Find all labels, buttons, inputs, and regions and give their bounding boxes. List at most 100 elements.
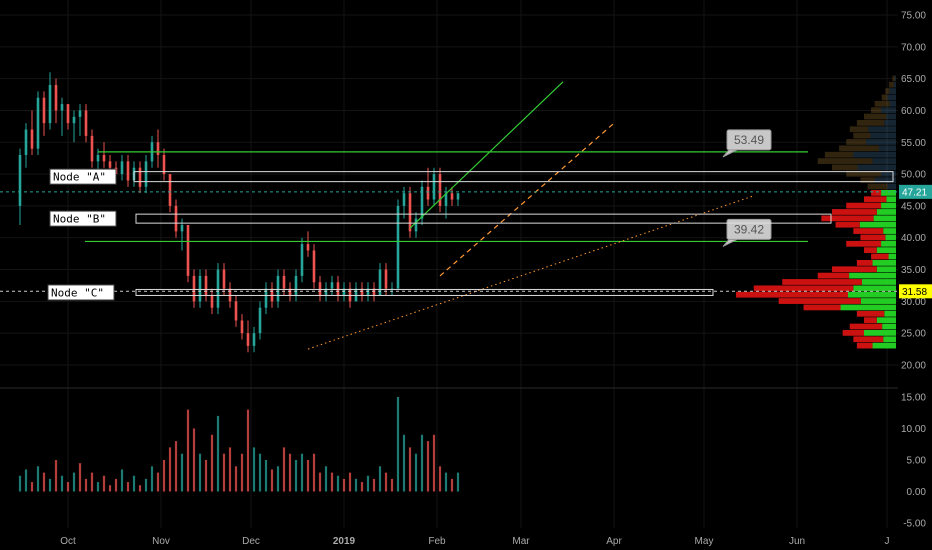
volume-bar bbox=[156, 472, 160, 492]
profile-bar-up bbox=[861, 279, 896, 285]
volume-bar bbox=[438, 466, 442, 492]
profile-bar-up bbox=[894, 75, 896, 82]
callout-label: 39.42 bbox=[734, 222, 764, 236]
candle-body bbox=[294, 275, 298, 295]
volume-profile bbox=[736, 75, 896, 349]
profile-bar-down bbox=[864, 196, 887, 203]
profile-bar-down bbox=[874, 100, 890, 107]
profile-bar-up bbox=[872, 342, 896, 349]
profile-bar-down bbox=[871, 190, 882, 196]
volume-bar bbox=[348, 472, 352, 492]
volume-bar bbox=[72, 472, 76, 492]
volume-bar bbox=[456, 472, 460, 492]
axes: 75.00 70.00 65.00 60.00 55.00 50.00 45.00 40.00… bbox=[60, 11, 932, 547]
node-box bbox=[133, 171, 894, 183]
candle-body bbox=[162, 155, 166, 175]
volume-tick-label: 5.00 bbox=[907, 456, 927, 467]
profile-bar-up bbox=[889, 88, 896, 94]
profile-bar-down bbox=[871, 107, 882, 114]
node-label: Node "A" bbox=[53, 171, 106, 184]
volume-bar bbox=[18, 475, 22, 492]
candle-body bbox=[432, 174, 436, 200]
volume-bar bbox=[276, 466, 280, 492]
volume-bar bbox=[192, 428, 196, 492]
volume-bar bbox=[150, 466, 154, 492]
volume-bar bbox=[432, 434, 436, 492]
volume-bar bbox=[36, 466, 40, 492]
profile-bar-down bbox=[824, 151, 854, 158]
volume-bar bbox=[372, 478, 376, 492]
profile-bar-up bbox=[883, 228, 896, 234]
node-box bbox=[135, 288, 714, 296]
volume-bar bbox=[60, 475, 64, 492]
volume-bar bbox=[54, 460, 58, 492]
profile-bar-down bbox=[856, 310, 885, 317]
candle-body bbox=[378, 269, 382, 295]
time-tick-label: Oct bbox=[60, 536, 76, 547]
profile-bar-down bbox=[778, 298, 861, 304]
volume-bar bbox=[396, 397, 400, 492]
volume-bar bbox=[300, 453, 304, 492]
candle-body bbox=[144, 161, 148, 187]
profile-bar-up bbox=[840, 304, 896, 311]
profile-bar-up bbox=[876, 209, 896, 215]
candle-body bbox=[306, 244, 310, 251]
profile-bar-down bbox=[881, 94, 888, 101]
candle-body bbox=[126, 161, 130, 181]
volume-bar bbox=[78, 463, 82, 492]
candle-body bbox=[198, 275, 202, 302]
trend-line-dotted bbox=[307, 195, 753, 350]
profile-bar-down bbox=[817, 272, 850, 279]
profile-bar-up bbox=[886, 196, 896, 203]
volume-bar bbox=[270, 469, 274, 492]
profile-bar-down bbox=[860, 177, 875, 184]
time-tick-label: Apr bbox=[606, 536, 622, 547]
volume-bar bbox=[390, 478, 394, 492]
profile-bar-down bbox=[849, 323, 883, 330]
volume-bar bbox=[450, 478, 454, 492]
node-box bbox=[135, 213, 832, 224]
profile-bar-up bbox=[859, 221, 896, 228]
candle-body bbox=[108, 161, 112, 168]
profile-bar-up bbox=[882, 323, 896, 330]
candle-body bbox=[78, 110, 82, 117]
profile-bar-down bbox=[888, 81, 894, 88]
trend-line-dashed bbox=[439, 122, 615, 277]
profile-bar-down bbox=[871, 253, 889, 260]
candle-body bbox=[264, 288, 268, 308]
profile-bar-up bbox=[870, 132, 896, 139]
candle-body bbox=[252, 333, 256, 346]
callout-box bbox=[726, 129, 772, 151]
volume-bar bbox=[294, 460, 298, 492]
profile-bar-up bbox=[857, 164, 896, 171]
volume-bar bbox=[138, 485, 142, 492]
candle-body bbox=[282, 275, 286, 289]
profile-bar-down bbox=[867, 183, 888, 190]
volume-bar bbox=[402, 434, 406, 492]
profile-bar-down bbox=[835, 221, 860, 228]
candle-body bbox=[42, 97, 46, 124]
volume-bar bbox=[408, 447, 412, 492]
profile-bar-down bbox=[782, 279, 862, 285]
price-tick-label: 65.00 bbox=[901, 74, 926, 85]
node-boxes: Node "A" Node "B" Node "C" bbox=[47, 168, 894, 301]
candle-body bbox=[312, 250, 316, 283]
profile-bar-down bbox=[736, 291, 848, 298]
volume-bar bbox=[240, 453, 244, 492]
volume-bar bbox=[168, 447, 172, 492]
candle-body bbox=[414, 218, 418, 232]
profile-bar-up bbox=[881, 190, 896, 196]
volume-bar bbox=[252, 447, 256, 492]
profile-bar-down bbox=[842, 330, 864, 336]
profile-bar-down bbox=[885, 88, 890, 94]
price-tick-label: 45.00 bbox=[901, 201, 926, 212]
volume-bar bbox=[420, 434, 424, 492]
node-label-box bbox=[49, 168, 117, 185]
volume-bar bbox=[360, 482, 364, 492]
candle-body bbox=[216, 269, 220, 308]
time-tick-label: J bbox=[885, 536, 890, 547]
candle-body bbox=[84, 110, 88, 136]
callout-box bbox=[726, 218, 772, 240]
profile-bar-up bbox=[889, 100, 896, 107]
